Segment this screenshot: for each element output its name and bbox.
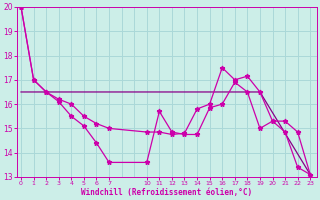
- X-axis label: Windchill (Refroidissement éolien,°C): Windchill (Refroidissement éolien,°C): [81, 188, 252, 197]
